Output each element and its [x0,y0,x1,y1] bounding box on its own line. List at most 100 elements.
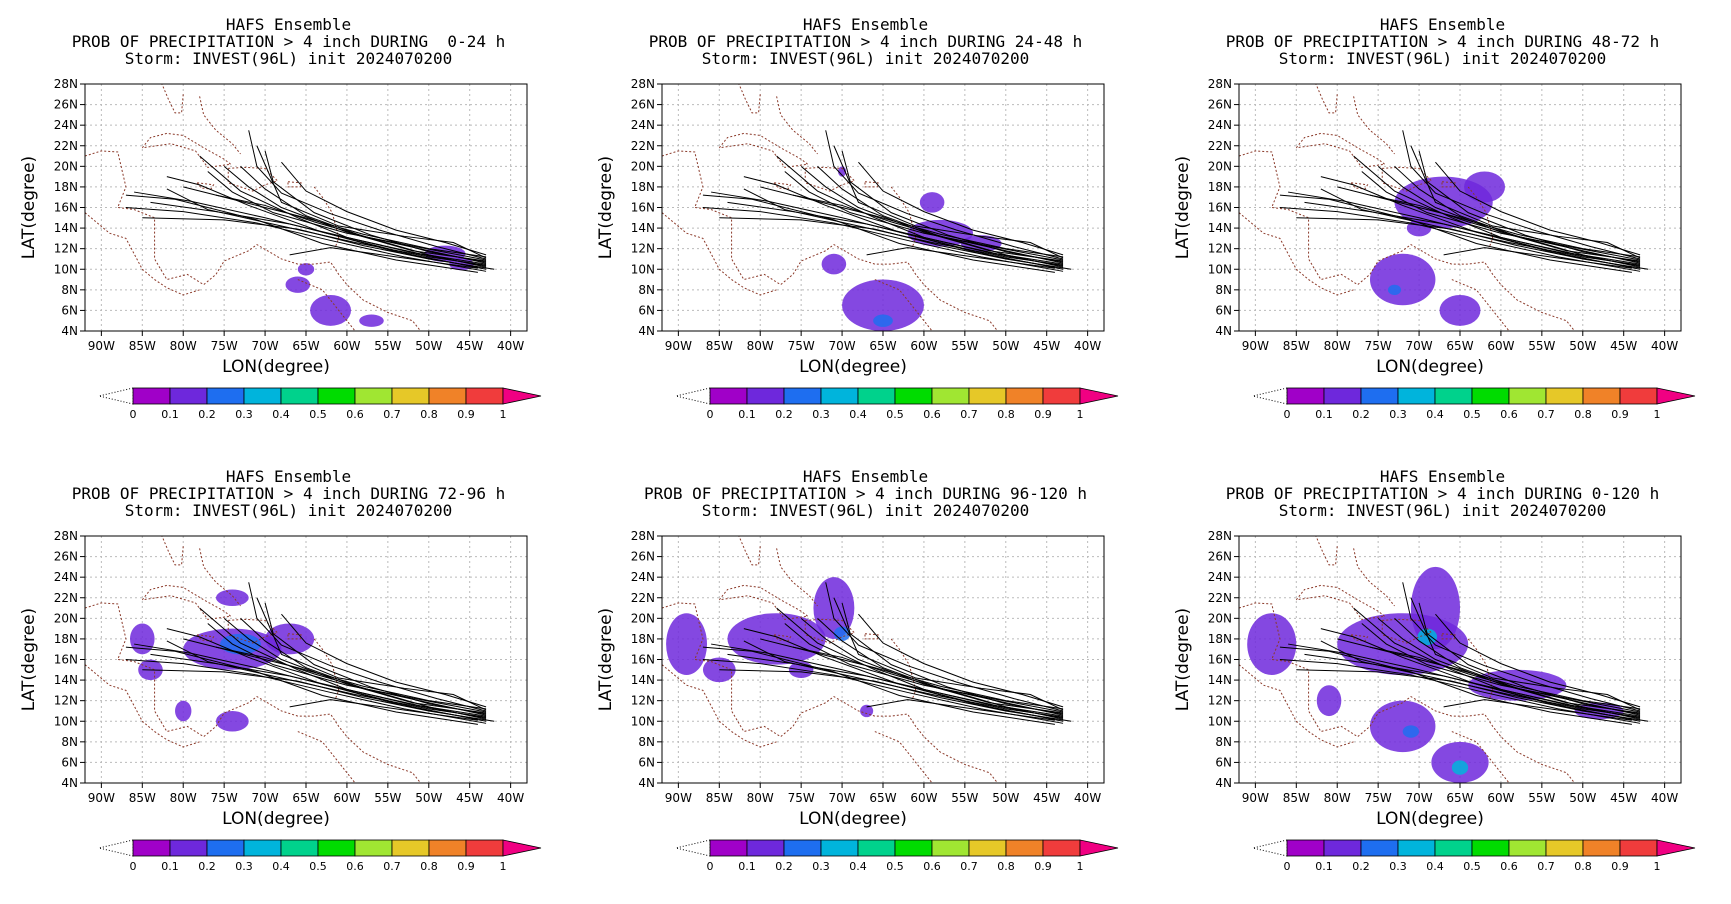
ensemble-track [281,613,487,708]
coastline [718,132,809,168]
colorbar-over-arrow [1656,839,1696,857]
coastline [1353,96,1395,155]
lon-tick-label: 40W [1651,791,1678,805]
colorbar-box [280,839,319,857]
lat-tick-label: 18N [631,632,655,646]
colorbar-box [1582,839,1621,857]
colorbar-box [428,387,467,405]
panel-subtitle: PROB OF PRECIPITATION > 4 inch DURING 0-… [71,32,506,51]
lat-tick-label: 20N [54,611,78,625]
coastline [773,182,792,190]
colorbar-tick-label: 0 [1284,408,1291,421]
ensemble-track [1377,165,1641,262]
lon-tick-label: 40W [497,339,524,353]
lat-tick-label: 12N [1208,694,1232,708]
lon-tick-label: 45W [456,791,483,805]
precip-prob-cell [919,192,945,213]
ensemble-track [1435,161,1641,256]
panel-title: HAFS Ensemble [225,15,352,34]
lat-tick-label: 14N [631,221,655,235]
panel-storm-line: Storm: INVEST(96L) init 2024070200 [124,501,453,520]
lat-tick-label: 28N [54,77,78,91]
lon-tick-label: 40W [1074,791,1101,805]
ensemble-track [281,161,487,256]
colorbar-tick-label: 0.8 [1574,408,1592,421]
y-axis-label: LAT(degree) [596,156,616,259]
lat-tick-label: 16N [54,653,78,667]
precip-prob-cell [873,314,893,327]
lat-tick-label: 22N [631,591,655,605]
lat-tick-label: 20N [1208,159,1232,173]
ensemble-track [841,602,1064,715]
colorbar-box [1545,387,1584,405]
x-axis-label: LON(degree) [799,357,907,377]
lat-tick-label: 16N [631,653,655,667]
lat-tick-label: 12N [1208,242,1232,256]
lon-tick-label: 85W [706,339,733,353]
ensemble-track [264,602,487,715]
ensemble-track [1369,646,1641,720]
colorbar-box [931,387,970,405]
coastline [1239,664,1354,748]
ensemble-track [727,201,1064,265]
ensemble-track [866,247,1055,269]
panel-storm-line: Storm: INVEST(96L) init 2024070200 [701,501,1030,520]
colorbar-tick-label: 0.7 [960,408,978,421]
coastline [1350,634,1369,642]
panel-storm-line: Storm: INVEST(96L) init 2024070200 [1278,501,1607,520]
lat-tick-label: 24N [1208,570,1232,584]
colorbar-tick-label: 0.1 [738,860,756,873]
ensemble-track [199,607,487,719]
panel-storm-line: Storm: INVEST(96L) init 2024070200 [1278,49,1607,68]
lon-tick-label: 90W [1242,791,1269,805]
ensemble-track [792,194,1064,268]
coastline [1315,84,1338,114]
lon-tick-label: 55W [1528,791,1555,805]
map-canvas: 90W 85W 80W 75W 70W 65W 60W 55W 50W 45W 40W 4N 6N 8N 1… [1173,529,1696,873]
lon-tick-label: 50W [415,791,442,805]
colorbar-tick-label: 0.3 [1389,408,1407,421]
ensemble-track [702,207,1064,272]
lon-tick-label: 90W [88,339,115,353]
colorbar-box [709,387,748,405]
lon-tick-label: 65W [1446,339,1473,353]
colorbar-tick-label: 0.1 [1315,408,1333,421]
colorbar-box [709,839,748,857]
x-axis-label: LON(degree) [799,809,907,829]
colorbar-box [1323,387,1362,405]
lat-tick-label: 26N [631,550,655,564]
lat-tick-label: 22N [1208,139,1232,153]
ensemble-track [264,150,487,263]
colorbar-box [1434,839,1473,857]
colorbar-tick-label: 0.8 [1574,860,1592,873]
panel-title: HAFS Ensemble [225,467,352,486]
ensemble-track [125,646,478,725]
lon-tick-label: 45W [1033,339,1060,353]
colorbar-box [931,839,970,857]
coastline [196,182,215,190]
colorbar-tick-label: 0.4 [1426,408,1444,421]
lon-tick-label: 55W [374,791,401,805]
ensemble-track [776,607,1064,719]
precip-prob-cell [842,279,924,331]
ensemble-track [223,617,487,714]
lat-tick-label: 28N [631,529,655,543]
ensemble-track [125,207,487,272]
ensemble-track [1353,155,1641,267]
map-canvas: 90W 85W 80W 75W 70W 65W 60W 55W 50W 45W 40W 4N 6N 8N 1… [596,77,1119,421]
ensemble-track [792,646,1064,720]
coastline [1441,633,1456,640]
map-layer [662,84,1104,331]
lat-tick-label: 6N [1215,303,1232,317]
lat-tick-label: 14N [1208,673,1232,687]
lon-tick-label: 60W [333,791,360,805]
ensemble-track [125,194,478,273]
lat-tick-label: 8N [61,283,78,297]
lon-tick-label: 85W [706,791,733,805]
y-axis-label: LAT(degree) [1173,608,1193,711]
colorbar-tick-label: 0.5 [886,860,904,873]
coastline [161,84,184,114]
colorbar-tick-label: 0.5 [1463,408,1481,421]
map-panel-48-72h: HAFS Ensemble PROB OF PRECIPITATION > 4 … [1154,0,1731,452]
lon-tick-label: 60W [333,339,360,353]
